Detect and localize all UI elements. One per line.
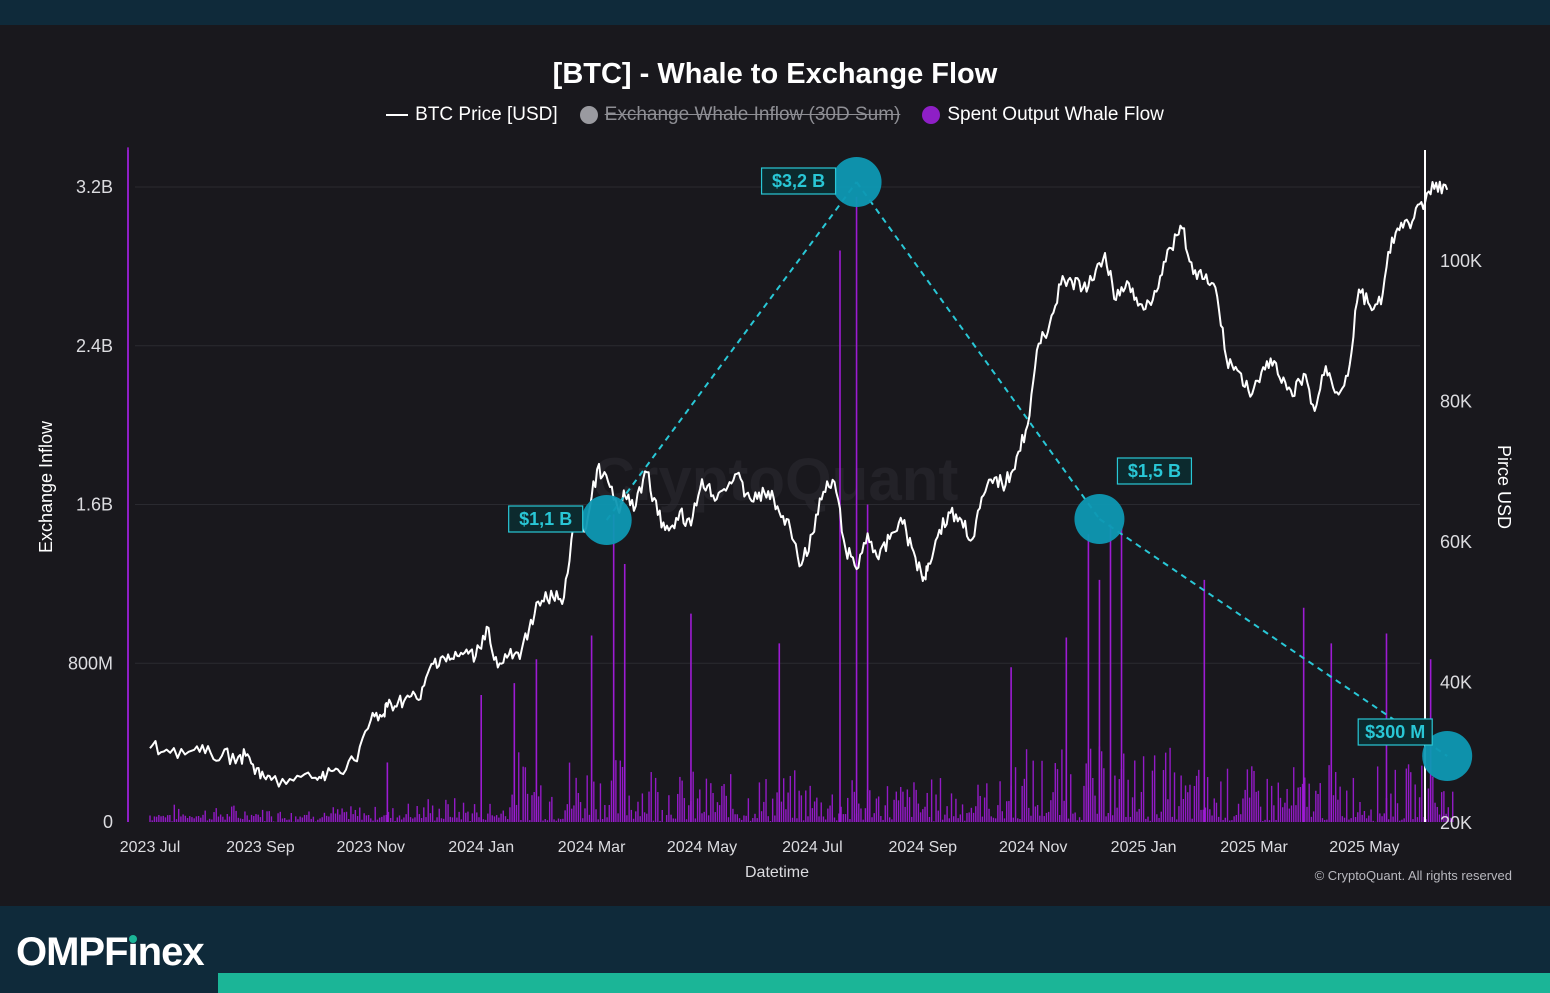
highlight-circle — [1074, 494, 1125, 544]
copyright: © CryptoQuant. All rights reserved — [1315, 868, 1512, 883]
y2-tick-label: 20K — [1440, 813, 1472, 833]
y-tick-label: 1.6B — [76, 495, 113, 515]
legend-item-exchange-inflow[interactable]: Exchange Whale Inflow (30D Sum) — [579, 104, 901, 126]
dot-icon — [579, 106, 598, 124]
dot-icon — [922, 106, 941, 124]
x-tick-label: 2024 Mar — [558, 839, 626, 856]
accent-bar — [218, 973, 1550, 993]
line-icon — [386, 114, 409, 116]
legend-label: Spent Output Whale Flow — [947, 104, 1164, 125]
x-tick-label: 2025 Jan — [1111, 839, 1177, 856]
btc-price-line — [149, 180, 1449, 788]
x-tick-label: 2024 Jan — [448, 839, 514, 856]
x-tick-label: 2023 Jul — [120, 839, 181, 856]
y-tick-label: 3.2B — [76, 177, 113, 197]
y-tick-label: 2.4B — [76, 336, 113, 356]
y2-tick-label: 40K — [1440, 673, 1472, 693]
highlight-circle — [581, 495, 632, 545]
legend-label: BTC Price [USD] — [415, 104, 558, 125]
x-tick-label: 2023 Nov — [337, 839, 406, 856]
x-tick-label: 2024 Nov — [999, 839, 1068, 856]
legend-label: Exchange Whale Inflow (30D Sum) — [604, 104, 901, 125]
x-tick-label: 2024 Sep — [889, 839, 958, 856]
legend-item-price[interactable]: BTC Price [USD] — [386, 104, 558, 126]
y2-tick-label: 80K — [1440, 392, 1472, 412]
annotation-label-box — [760, 167, 837, 195]
legend: BTC Price [USD] Exchange Whale Inflow (3… — [0, 104, 1550, 126]
annotation-label: $1,5 B — [1128, 461, 1181, 481]
y2-axis-label: Pirce USD — [1494, 445, 1514, 529]
y2-tick-label: 60K — [1440, 532, 1472, 552]
highlight-circle — [1422, 731, 1473, 781]
x-tick-label: 2025 Mar — [1220, 839, 1288, 856]
annotation-label: $1,1 B — [519, 509, 572, 529]
legend-item-whale-flow[interactable]: Spent Output Whale Flow — [922, 104, 1164, 126]
trend-dashed-line — [855, 181, 1101, 520]
x-tick-label: 2024 Jul — [782, 839, 843, 856]
annotation-label: $3,2 B — [772, 171, 825, 191]
x-tick-label: 2025 May — [1329, 839, 1399, 856]
annotation-label-box — [1357, 718, 1433, 746]
trend-dashed-line — [1098, 518, 1448, 757]
annotation-label: $300 M — [1365, 722, 1425, 742]
x-axis-label: Datetime — [745, 864, 809, 881]
annotation-label-box — [1116, 457, 1193, 485]
trend-dashed-line — [605, 181, 858, 521]
y-tick-label: 0 — [103, 812, 113, 832]
x-tick-label: 2023 Sep — [226, 839, 295, 856]
top-band — [0, 0, 1550, 25]
brand-logo: OMPFınex — [16, 930, 205, 974]
chart-title: [BTC] - Whale to Exchange Flow — [552, 58, 998, 90]
y-axis-label: Exchange Inflow — [36, 420, 56, 553]
y2-tick-label: 100K — [1440, 251, 1482, 271]
highlight-circle — [831, 157, 882, 207]
x-tick-label: 2024 May — [667, 839, 737, 856]
annotation-label-box — [508, 505, 584, 533]
y-tick-label: 800M — [68, 653, 113, 673]
